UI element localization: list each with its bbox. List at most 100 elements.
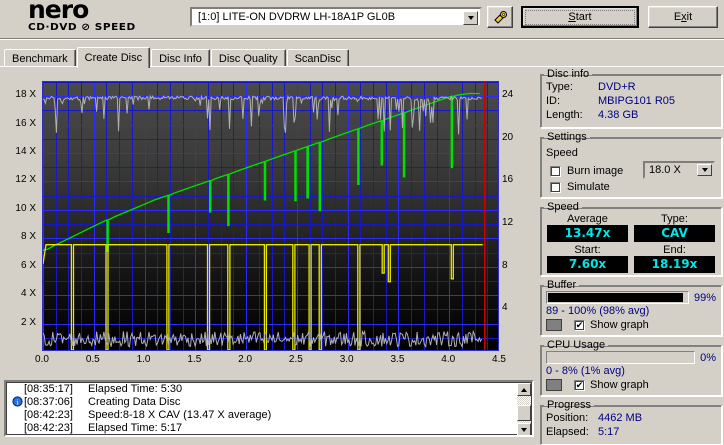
cpu-show-graph-row[interactable]: ✔ Show graph — [574, 379, 649, 391]
log-entry[interactable]: i [08:37:06] Creating Data Disc — [6, 395, 532, 408]
x-axis-tick: 3.5 — [390, 354, 405, 365]
log-entry[interactable]: [08:42:23] Elapsed Time: 5:17 — [6, 421, 532, 434]
gridline-v — [348, 82, 349, 350]
buffer-color-swatch[interactable] — [546, 319, 562, 331]
speed-type-label: Type: — [661, 213, 688, 225]
speed-group-title: Speed — [547, 201, 579, 213]
y-axis-left-tick: 6 X — [20, 259, 36, 271]
y-axis-left-tick: 10 X — [15, 202, 36, 214]
tab-underline — [0, 66, 724, 68]
logo-tagline: CD·DVD ⊘ SPEED — [28, 22, 136, 33]
gridline-v — [81, 82, 82, 350]
log-entry[interactable]: [08:35:17] Elapsed Time: 5:30 — [6, 382, 532, 395]
gridline-v — [449, 82, 450, 350]
buffer-show-graph-checkbox[interactable]: ✔ — [574, 319, 585, 331]
gridline-v — [157, 82, 158, 350]
cpu-percent: 0% — [700, 351, 716, 364]
app-header: nero CD·DVD ⊘ SPEED [1:0] LITE-ON DVDRW … — [0, 0, 724, 40]
log-entry-message: Creating Data Disc — [88, 395, 181, 408]
speed-select[interactable]: 18.0 X — [643, 161, 715, 179]
scroll-thumb[interactable] — [517, 405, 531, 421]
disc-tools-button[interactable] — [487, 6, 513, 28]
exit-button-label: Exit — [673, 11, 693, 23]
gridline-h — [43, 139, 498, 140]
speed-end-label: End: — [663, 244, 686, 256]
tab-disc-info[interactable]: Disc Info — [151, 49, 210, 67]
chevron-down-icon[interactable] — [697, 164, 712, 176]
settings-title: Settings — [547, 131, 587, 143]
gridline-h — [43, 196, 498, 197]
burn-image-checkbox[interactable] — [550, 165, 561, 177]
log-entry-spacer — [10, 383, 24, 395]
y-axis-right-tick: 20 — [502, 131, 514, 143]
scroll-down-button[interactable] — [517, 423, 531, 435]
cpu-show-graph-checkbox[interactable]: ✔ — [574, 379, 585, 391]
exit-button[interactable]: Exit — [648, 6, 718, 28]
gridline-v — [119, 82, 120, 350]
nero-logo: nero CD·DVD ⊘ SPEED — [28, 0, 188, 38]
gridline-h — [43, 238, 498, 239]
side-panel: Disc info Type: DVD+R ID: MBIPG101 R05 L… — [540, 68, 722, 445]
disc-id-value: MBIPG101 R05 — [598, 95, 676, 107]
burn-image-row[interactable]: Burn image — [541, 163, 721, 179]
chart-series-layer — [43, 82, 486, 350]
drive-select[interactable]: [1:0] LITE-ON DVDRW LH-18A1P GL0B — [190, 7, 482, 27]
log-entry-spacer — [10, 409, 24, 421]
disc-id-label: ID: — [546, 95, 561, 107]
cpu-color-swatch[interactable] — [546, 379, 562, 391]
tab-benchmark[interactable]: Benchmark — [4, 49, 76, 67]
tab-create-disc[interactable]: Create Disc — [76, 47, 151, 68]
y-axis-left-tick: 14 X — [15, 146, 36, 158]
gridline-v — [373, 82, 374, 350]
gridline-h — [43, 338, 498, 339]
x-axis-tick: 2.5 — [288, 354, 303, 365]
disc-length-value: 4.38 GB — [598, 109, 639, 121]
y-axis-right-tick: 4 — [502, 302, 508, 314]
gridline-h — [43, 324, 498, 325]
progress-group: Progress Position: 4462 MB Elapsed: 5:17 — [540, 399, 722, 445]
y-axis-right-tick: 12 — [502, 217, 514, 229]
gridline-v — [183, 82, 184, 350]
gridline-v — [106, 82, 107, 350]
x-axis-tick: 3.0 — [339, 354, 354, 365]
gridline-v — [411, 82, 412, 350]
cpu-range: 0 - 8% (1% avg) — [546, 365, 625, 377]
speed-average-label: Average — [567, 213, 608, 225]
chart-plot-area[interactable] — [42, 81, 499, 351]
simulate-checkbox[interactable] — [550, 181, 561, 193]
y-axis-right-tick: 8 — [502, 259, 508, 271]
gridline-h — [43, 110, 498, 111]
speed-setting-label: Speed — [546, 147, 578, 159]
tab-label: Create Disc — [84, 52, 143, 64]
log-entry[interactable]: [08:42:23] Speed:8-18 X CAV (13.47 X aver… — [6, 408, 532, 421]
x-axis-tick: 2.0 — [238, 354, 253, 365]
progress-elapsed-value: 5:17 — [598, 426, 620, 438]
chevron-down-icon[interactable] — [463, 11, 478, 25]
y-axis-left-tick: 2 X — [20, 316, 36, 328]
gridline-v — [94, 82, 95, 350]
x-axis-tick: 0.5 — [85, 354, 100, 365]
tab-disc-quality[interactable]: Disc Quality — [210, 49, 286, 67]
drive-select-value: [1:0] LITE-ON DVDRW LH-18A1P GL0B — [198, 11, 396, 23]
gridline-v — [462, 82, 463, 350]
gridline-h — [43, 253, 498, 254]
disc-type-value: DVD+R — [598, 81, 636, 93]
gridline-v — [297, 82, 298, 350]
disc-info-group: Disc info Type: DVD+R ID: MBIPG101 R05 L… — [540, 68, 722, 128]
tab-label: ScanDisc — [294, 52, 342, 65]
simulate-row[interactable]: Simulate — [541, 179, 721, 195]
log-entry-spacer — [10, 422, 24, 434]
buffer-show-graph-row[interactable]: ✔ Show graph — [574, 319, 649, 331]
gridline-v — [475, 82, 476, 350]
tab-scandisc[interactable]: ScanDisc — [286, 49, 350, 67]
activity-log-scrollbar[interactable] — [517, 383, 531, 435]
activity-log[interactable]: [08:35:17] Elapsed Time: 5:30 i [08:37:06] C… — [4, 380, 534, 437]
gridline-v — [437, 82, 438, 350]
gridline-h — [43, 281, 498, 282]
scroll-up-button[interactable] — [517, 383, 531, 396]
disc-info-title: Disc info — [547, 68, 590, 80]
burn-image-label: Burn image — [567, 165, 624, 177]
log-entry-message: Speed:8-18 X CAV (13.47 X average) — [88, 408, 272, 421]
log-entry-time: [08:42:23] — [24, 408, 73, 421]
